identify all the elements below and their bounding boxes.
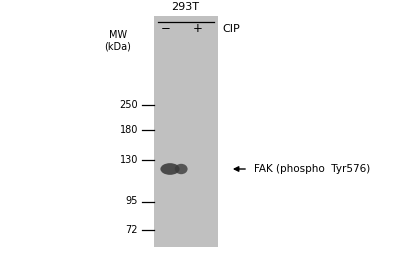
Text: +: + — [193, 22, 203, 35]
Text: 250: 250 — [119, 100, 138, 110]
Text: 293T: 293T — [172, 2, 200, 12]
Text: FAK (phospho  Tyr576): FAK (phospho Tyr576) — [254, 164, 370, 174]
Ellipse shape — [160, 163, 180, 175]
Text: 72: 72 — [126, 225, 138, 235]
Ellipse shape — [175, 164, 188, 174]
Text: −: − — [161, 22, 171, 35]
Text: 95: 95 — [126, 197, 138, 206]
Bar — [154, 16, 218, 247]
Text: 180: 180 — [120, 125, 138, 135]
Text: MW: MW — [109, 30, 127, 40]
Text: CIP: CIP — [222, 24, 240, 34]
Text: (kDa): (kDa) — [104, 42, 132, 52]
Text: 130: 130 — [120, 155, 138, 165]
